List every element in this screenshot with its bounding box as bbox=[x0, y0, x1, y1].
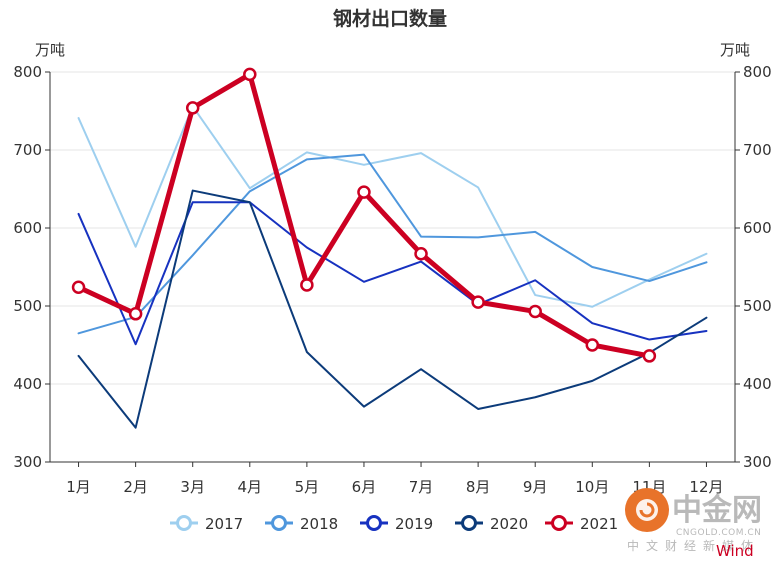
x-tick-label: 1月 bbox=[66, 478, 91, 496]
legend-marker-icon bbox=[551, 515, 567, 531]
y-tick-label-right: 500 bbox=[743, 297, 772, 315]
series-2021 bbox=[71, 67, 657, 363]
left-axis-unit: 万吨 bbox=[35, 41, 65, 59]
legend[interactable]: 2017 2018 2019 2020 2021 bbox=[170, 515, 618, 533]
y-tick-label-left: 500 bbox=[13, 297, 42, 315]
y-axis-left-ticks: 300 400 500 600 700 800 bbox=[13, 63, 50, 471]
x-tick-label: 12月 bbox=[689, 478, 723, 496]
legend-marker-icon bbox=[271, 515, 287, 531]
x-tick-label: 10月 bbox=[575, 478, 609, 496]
legend-label: 2020 bbox=[490, 515, 528, 533]
data-point-2021 bbox=[128, 307, 143, 321]
data-point-2021 bbox=[243, 67, 257, 82]
y-tick-label-left: 400 bbox=[13, 375, 42, 393]
data-point-2021 bbox=[71, 280, 86, 295]
x-tick-label: 4月 bbox=[238, 478, 263, 496]
legend-marker-icon bbox=[366, 515, 382, 531]
series-line-2021 bbox=[76, 71, 652, 359]
y-tick-label-right: 300 bbox=[743, 453, 772, 471]
series-lines bbox=[71, 67, 708, 429]
y-axis-right-ticks: 300 400 500 600 700 800 bbox=[735, 63, 772, 471]
legend-label: 2017 bbox=[205, 515, 243, 533]
x-tick-label: 3月 bbox=[180, 478, 205, 496]
cngold-logo-icon bbox=[625, 488, 669, 532]
y-tick-label-left: 300 bbox=[13, 453, 42, 471]
legend-item-2020[interactable]: 2020 bbox=[455, 515, 528, 533]
x-tick-label: 9月 bbox=[523, 478, 548, 496]
legend-item-2017[interactable]: 2017 bbox=[170, 515, 243, 533]
x-tick-label: 5月 bbox=[295, 478, 320, 496]
legend-item-2019[interactable]: 2019 bbox=[360, 515, 433, 533]
x-tick-label: 8月 bbox=[466, 478, 491, 496]
y-tick-label-right: 600 bbox=[743, 219, 772, 237]
legend-label: 2019 bbox=[395, 515, 433, 533]
right-axis-unit: 万吨 bbox=[720, 41, 750, 59]
legend-marker-icon bbox=[176, 515, 192, 531]
watermark-url: CNGOLD.COM.CN bbox=[676, 528, 761, 538]
series-2020 bbox=[77, 189, 708, 429]
series-2018 bbox=[77, 153, 708, 335]
series-line-2020 bbox=[77, 189, 708, 429]
data-point-2021 bbox=[357, 185, 371, 199]
y-tick-label-right: 400 bbox=[743, 375, 772, 393]
legend-label: 2018 bbox=[300, 515, 338, 533]
axes bbox=[49, 72, 736, 463]
watermark-logo-text: 中金网 bbox=[672, 493, 762, 528]
x-axis-ticks: 1月 2月 3月 4月 5月 6月 7月 8月 9月 10月 11月 12月 bbox=[66, 462, 724, 496]
series-2017 bbox=[77, 105, 708, 308]
legend-item-2021[interactable]: 2021 bbox=[545, 515, 618, 533]
x-tick-label: 7月 bbox=[409, 478, 434, 496]
chart-title: 钢材出口数量 bbox=[333, 7, 447, 30]
source-label: Wind bbox=[716, 542, 754, 560]
data-point-2021 bbox=[642, 349, 657, 363]
series-line-2017 bbox=[77, 105, 708, 308]
y-tick-label-right: 800 bbox=[743, 63, 772, 81]
y-tick-label-left: 800 bbox=[13, 63, 42, 81]
legend-item-2018[interactable]: 2018 bbox=[265, 515, 338, 533]
gridlines bbox=[50, 71, 735, 385]
y-tick-label-left: 700 bbox=[13, 141, 42, 159]
data-point-2021 bbox=[414, 246, 428, 261]
x-tick-label: 6月 bbox=[352, 478, 377, 496]
data-point-2021 bbox=[185, 101, 200, 115]
data-point-2021 bbox=[528, 304, 542, 319]
x-tick-label: 2月 bbox=[123, 478, 148, 496]
watermark: 中金网 CNGOLD.COM.CN 中文财经新媒体 bbox=[625, 488, 762, 553]
y-tick-label-left: 600 bbox=[13, 219, 42, 237]
data-point-2021 bbox=[585, 338, 600, 352]
watermark-tagline: 中文财经新媒体 bbox=[627, 538, 760, 553]
legend-label: 2021 bbox=[580, 515, 618, 533]
legend-marker-icon bbox=[461, 515, 477, 531]
data-point-2021 bbox=[471, 295, 485, 309]
series-line-2018 bbox=[77, 153, 708, 335]
data-point-2021 bbox=[300, 278, 314, 292]
y-tick-label-right: 700 bbox=[743, 141, 772, 159]
